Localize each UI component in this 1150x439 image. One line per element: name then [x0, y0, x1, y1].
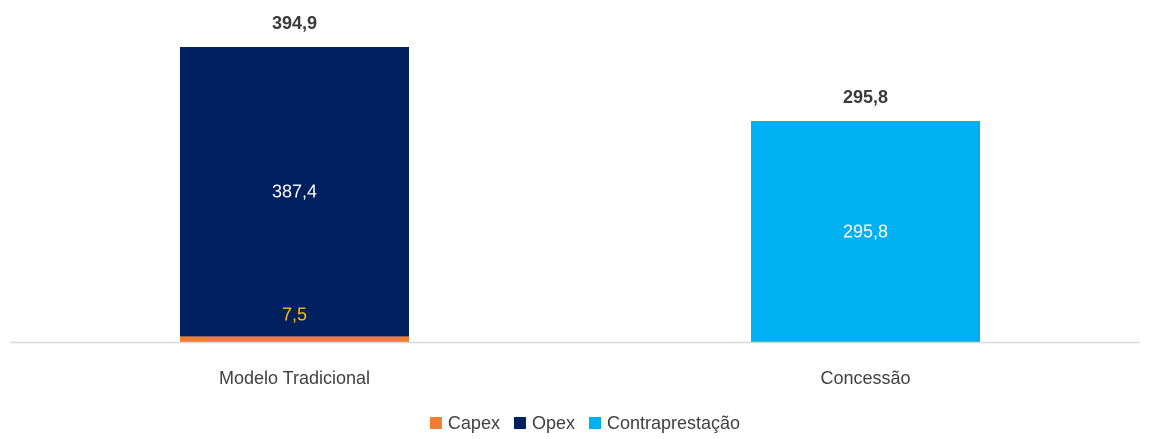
- legend: Capex Opex Contraprestação: [429, 413, 740, 433]
- bars-group: [180, 47, 980, 342]
- total-label-1: 295,8: [843, 87, 888, 107]
- legend-item-capex: Capex: [429, 413, 500, 433]
- legend-swatch: [429, 417, 442, 429]
- bar-segment-capex-0: [180, 336, 409, 342]
- legend-label: Opex: [532, 413, 575, 433]
- legend-item-opex: Opex: [513, 413, 575, 433]
- category-label-0: Modelo Tradicional: [219, 368, 370, 388]
- bar-segment-contraprestação-1: [751, 121, 980, 342]
- legend-swatch: [588, 417, 601, 429]
- data-label-contraprestação-1: 295,8: [843, 222, 888, 242]
- legend-label: Contraprestação: [607, 413, 740, 433]
- data-label-opex-0: 387,4: [272, 182, 317, 202]
- total-label-0: 394,9: [272, 13, 317, 33]
- legend-swatch: [513, 417, 526, 429]
- category-label-1: Concessão: [820, 368, 910, 388]
- bar-segment-opex-0: [180, 47, 409, 337]
- data-label-capex-0: 7,5: [282, 304, 307, 324]
- legend-item-contraprestação: Contraprestação: [588, 413, 740, 433]
- labels-group: 7,5 387,4 394,9 Modelo Tradicional 295,8 295,…: [219, 13, 911, 388]
- legend-label: Capex: [448, 413, 500, 433]
